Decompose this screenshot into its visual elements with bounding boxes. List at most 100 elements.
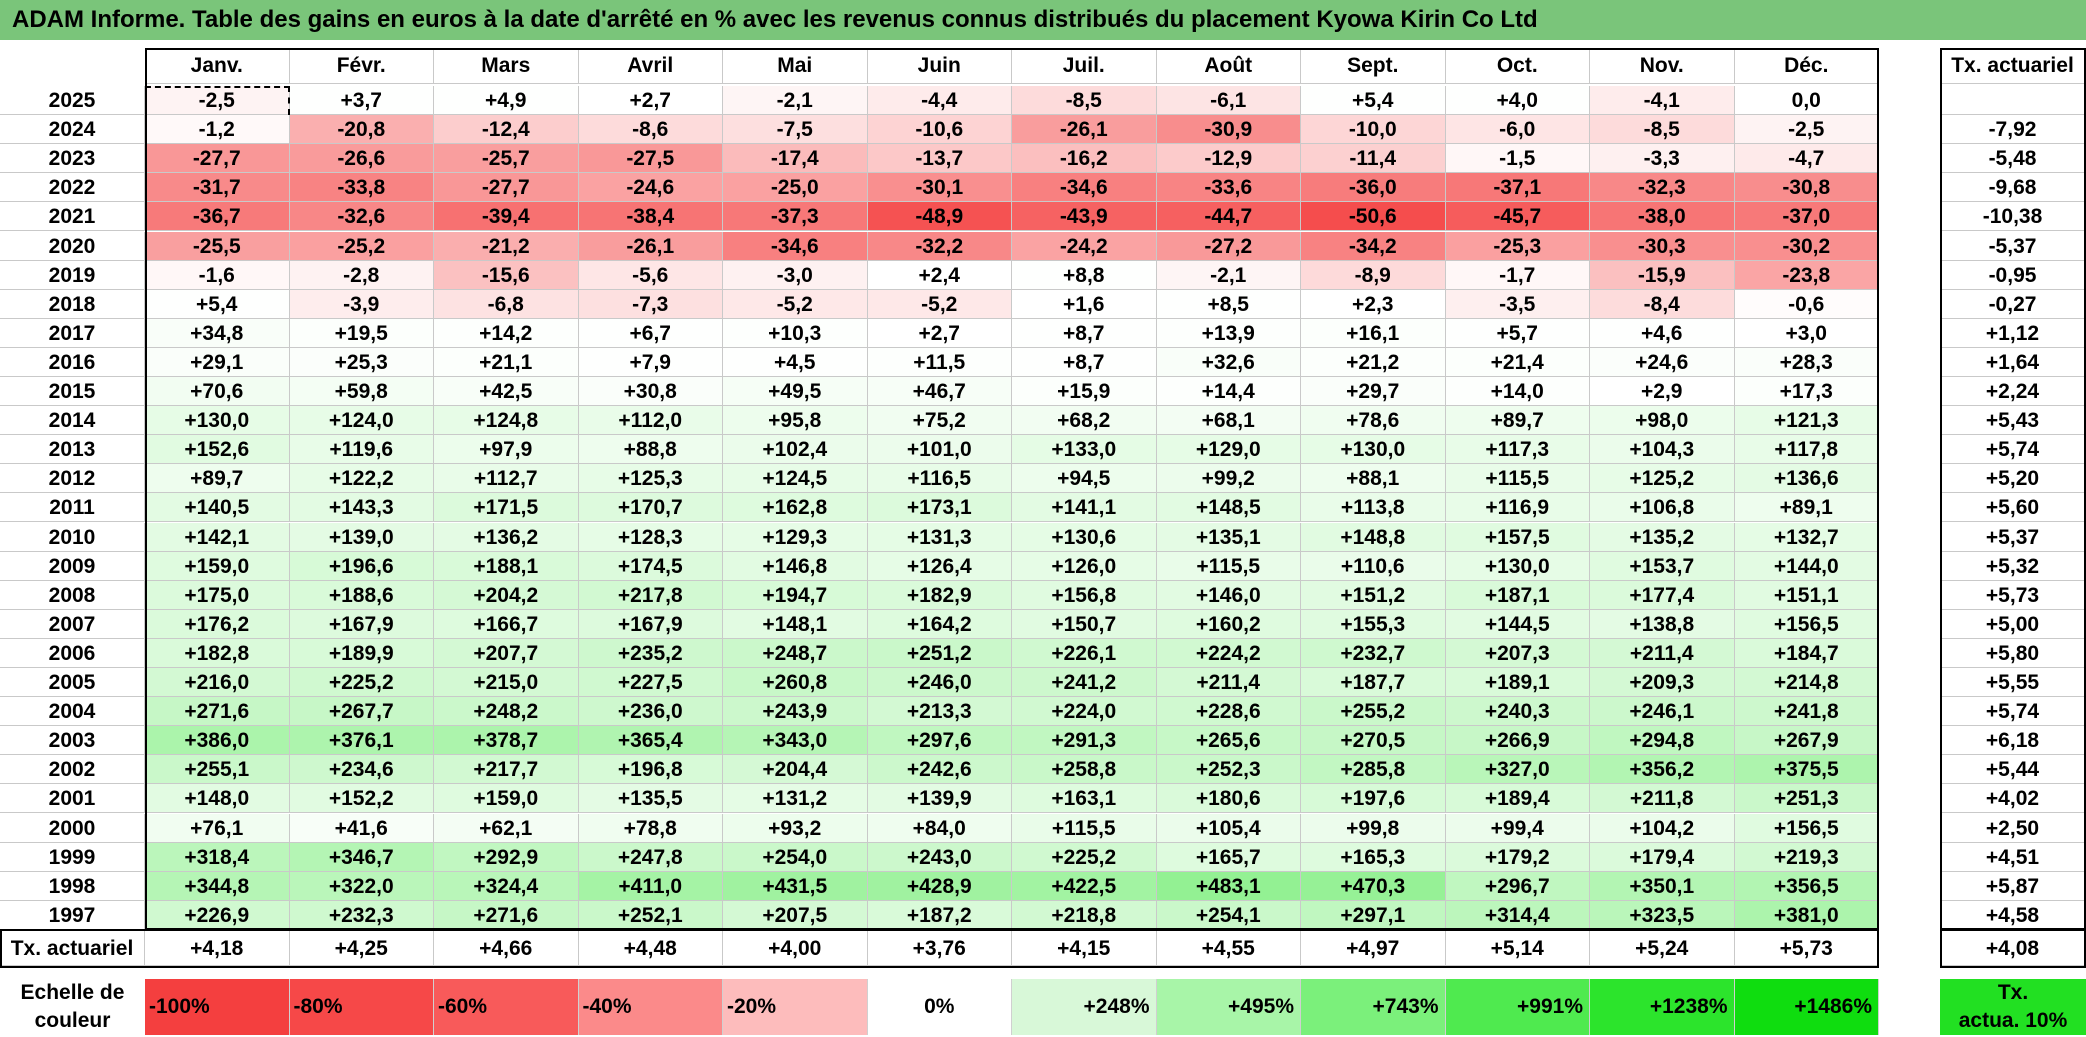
- summary-cell: +5,14: [1445, 931, 1590, 966]
- table-cell: +7,9: [578, 347, 723, 377]
- tx-cell: +5,87: [1940, 871, 2086, 901]
- table-cell: +99,8: [1301, 813, 1446, 843]
- table-cell: +227,5: [578, 668, 723, 698]
- table-cell: +248,2: [434, 697, 579, 727]
- table-cell: +98,0: [1590, 406, 1735, 436]
- summary-cell: +4,18: [145, 931, 290, 966]
- table-cell: +110,6: [1301, 551, 1446, 581]
- table-cell: -27,2: [1156, 231, 1301, 261]
- table-cell: +5,7: [1445, 318, 1590, 348]
- table-cell: -50,6: [1301, 202, 1446, 232]
- table-cell: +346,7: [289, 842, 434, 872]
- table-cell: +164,2: [867, 609, 1012, 639]
- tx-cell: +4,58: [1940, 900, 2086, 930]
- table-cell: +88,1: [1301, 464, 1446, 494]
- table-cell: +115,5: [1156, 551, 1301, 581]
- table-cell: -2,1: [723, 86, 868, 116]
- table-cell: +241,2: [1012, 668, 1157, 698]
- month-header: Sept.: [1301, 48, 1446, 84]
- month-header: Juin: [867, 48, 1012, 84]
- table-cell: +179,2: [1445, 842, 1590, 872]
- summary-cell: +4,97: [1301, 931, 1446, 966]
- table-cell: +344,8: [145, 871, 290, 901]
- table-cell: -7,3: [578, 289, 723, 319]
- table-cell: +8,7: [1012, 318, 1157, 348]
- tx-cell: -10,38: [1940, 202, 2086, 232]
- table-cell: +126,0: [1012, 551, 1157, 581]
- table-cell: +10,3: [723, 318, 868, 348]
- table-cell: +232,3: [289, 900, 434, 930]
- table-cell: +144,5: [1445, 609, 1590, 639]
- table-cell: +254,0: [723, 842, 868, 872]
- tx-cell: -0,95: [1940, 260, 2086, 290]
- table-cell: +141,1: [1012, 493, 1157, 523]
- table-cell: -3,0: [723, 260, 868, 290]
- table-cell: -37,3: [723, 202, 868, 232]
- table-cell: +2,9: [1590, 377, 1735, 407]
- table-cell: +182,8: [145, 638, 290, 668]
- table-cell: -12,9: [1156, 144, 1301, 174]
- table-cell: +152,6: [145, 435, 290, 465]
- table-cell: +180,6: [1156, 784, 1301, 814]
- tx-cell: +5,43: [1940, 406, 2086, 436]
- scale-swatch: -80%: [289, 979, 434, 1035]
- table-cell: -45,7: [1445, 202, 1590, 232]
- table-cell: +130,6: [1012, 522, 1157, 552]
- table-cell: +255,1: [145, 755, 290, 785]
- table-cell: +89,7: [145, 464, 290, 494]
- month-header: Mai: [723, 48, 868, 84]
- month-header: Mars: [434, 48, 579, 84]
- table-cell: +324,4: [434, 871, 579, 901]
- year-label: 2002: [0, 755, 145, 785]
- table-cell: -38,4: [578, 202, 723, 232]
- summary-cell: +4,48: [578, 931, 723, 966]
- summary-cell: +3,76: [867, 931, 1012, 966]
- table-cell: -3,5: [1445, 289, 1590, 319]
- table-cell: +175,0: [145, 580, 290, 610]
- report-title: ADAM Informe. Table des gains en euros à…: [0, 0, 2086, 40]
- table-cell: -2,5: [1734, 115, 1879, 145]
- scale-swatch: +1486%: [1734, 979, 1879, 1035]
- table-cell: +165,7: [1156, 842, 1301, 872]
- table-cell: +243,0: [867, 842, 1012, 872]
- table-cell: +207,7: [434, 638, 579, 668]
- tx-cell: -0,27: [1940, 289, 2086, 319]
- table-cell: +322,0: [289, 871, 434, 901]
- table-cell: +271,6: [434, 900, 579, 930]
- table-cell: +170,7: [578, 493, 723, 523]
- table-cell: +15,9: [1012, 377, 1157, 407]
- table-cell: -8,9: [1301, 260, 1446, 290]
- table-cell: +6,7: [578, 318, 723, 348]
- table-cell: +167,9: [578, 609, 723, 639]
- table-cell: +174,5: [578, 551, 723, 581]
- table-cell: -4,4: [867, 86, 1012, 116]
- year-label: 2001: [0, 784, 145, 814]
- table-cell: +243,9: [723, 697, 868, 727]
- table-cell: +291,3: [1012, 726, 1157, 756]
- table-cell: +2,4: [867, 260, 1012, 290]
- table-cell: +21,1: [434, 347, 579, 377]
- table-cell: +93,2: [723, 813, 868, 843]
- table-cell: +115,5: [1445, 464, 1590, 494]
- table-cell: +24,6: [1590, 347, 1735, 377]
- table-cell: +218,8: [1012, 900, 1157, 930]
- table-cell: +267,9: [1734, 726, 1879, 756]
- table-cell: +294,8: [1590, 726, 1735, 756]
- table-cell: +189,4: [1445, 784, 1590, 814]
- table-cell: +25,3: [289, 347, 434, 377]
- table-cell: +5,4: [1301, 86, 1446, 116]
- year-label: 2004: [0, 697, 145, 727]
- table-cell: +3,0: [1734, 318, 1879, 348]
- table-cell: +247,8: [578, 842, 723, 872]
- tx-cell: +4,51: [1940, 842, 2086, 872]
- table-cell: +211,4: [1590, 638, 1735, 668]
- table-cell: +196,8: [578, 755, 723, 785]
- table-cell: +179,4: [1590, 842, 1735, 872]
- table-cell: +117,8: [1734, 435, 1879, 465]
- tx-cell: +5,00: [1940, 609, 2086, 639]
- table-cell: -13,7: [867, 144, 1012, 174]
- scale-swatch: -20%: [723, 979, 868, 1035]
- table-cell: +226,9: [145, 900, 290, 930]
- table-cell: +188,6: [289, 580, 434, 610]
- table-cell: +13,9: [1156, 318, 1301, 348]
